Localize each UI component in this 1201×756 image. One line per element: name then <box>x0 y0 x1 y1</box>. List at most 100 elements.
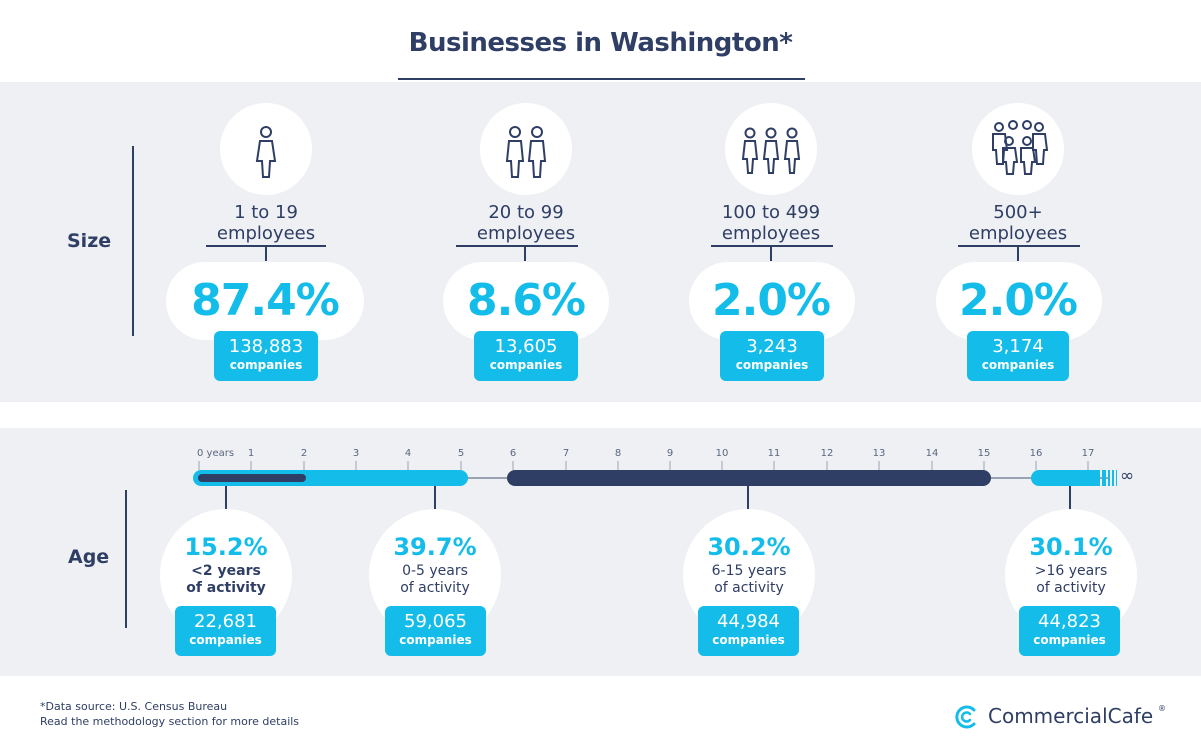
count-value: 13,605 <box>494 336 558 357</box>
age-range: 0-5 years <box>402 563 468 579</box>
single-person-icon <box>220 103 312 195</box>
count-unit: companies <box>712 633 785 647</box>
count-value: 3,174 <box>992 336 1044 357</box>
age-range: <2 years <box>191 563 261 579</box>
size-label-line1: 20 to 99 <box>488 202 564 223</box>
title-underline <box>398 78 805 80</box>
brand-name: CommercialCafe <box>988 704 1154 728</box>
size-label-line2: employees <box>968 223 1068 244</box>
two-people-icon <box>480 103 572 195</box>
count-value: 44,823 <box>1038 611 1101 632</box>
count-badge: 3,243 companies <box>720 331 824 381</box>
size-underline <box>206 245 326 247</box>
count-unit: companies <box>981 358 1055 372</box>
size-percent: 87.4% <box>191 275 340 326</box>
count-value: 44,984 <box>717 611 780 632</box>
range-bar-6-15-years <box>507 470 991 486</box>
age-percent: 30.2% <box>707 533 791 561</box>
count-unit: companies <box>735 358 809 372</box>
count-badge: 22,681 companies <box>175 606 276 656</box>
axis-tick-label: 1 <box>247 448 255 459</box>
count-badge: 13,605 companies <box>474 331 578 381</box>
count-badge: 59,065 companies <box>385 606 486 656</box>
axis-tick-label: 6 <box>509 448 517 459</box>
age-unit: of activity <box>400 580 470 596</box>
axis-tick-label: 17 <box>1081 448 1095 459</box>
size-underline <box>711 245 833 247</box>
size-label-3: 100 to 499 employees <box>671 202 871 244</box>
axis-tick-label: 10 <box>715 448 729 459</box>
axis-tick-label: 16 <box>1029 448 1043 459</box>
registered-mark: ® <box>1158 704 1166 713</box>
size-connector <box>265 247 267 261</box>
size-connector <box>524 247 526 261</box>
axis-tick-label: 8 <box>614 448 622 459</box>
size-underline <box>456 245 578 247</box>
age-connector <box>434 486 436 520</box>
commercialcafe-logo-icon <box>955 705 976 729</box>
age-percent: 39.7% <box>393 533 477 561</box>
count-unit: companies <box>229 358 303 372</box>
range-bar-over-16-years <box>1031 470 1093 486</box>
axis-tick-label: 14 <box>925 448 939 459</box>
age-description: 6-15 years of activity <box>669 563 829 597</box>
age-unit: of activity <box>714 580 784 596</box>
age-description: <2 years of activity <box>146 563 306 597</box>
count-badge: 138,883 companies <box>214 331 318 381</box>
axis-tick-label: 2 <box>300 448 308 459</box>
count-value: 3,243 <box>746 336 798 357</box>
axis-tick-label: 4 <box>404 448 412 459</box>
size-label-line1: 1 to 19 <box>234 202 298 223</box>
age-description: 0-5 years of activity <box>355 563 515 597</box>
count-unit: companies <box>1033 633 1106 647</box>
count-value: 59,065 <box>404 611 467 632</box>
methodology-note: Read the methodology section for more de… <box>40 715 300 728</box>
count-value: 22,681 <box>194 611 257 632</box>
age-connector <box>747 486 749 520</box>
age-connector <box>1069 486 1071 520</box>
percent-pill <box>689 262 855 340</box>
age-description: >16 years of activity <box>991 563 1151 597</box>
size-section-label: Size <box>67 230 112 252</box>
size-connector <box>1017 247 1019 261</box>
axis-tick-label: 15 <box>977 448 991 459</box>
size-percent: 2.0% <box>958 275 1078 326</box>
size-label-line2: employees <box>216 223 316 244</box>
axis-tick-label: 5 <box>457 448 465 459</box>
size-label-4: 500+ employees <box>918 202 1118 244</box>
size-label-line1: 500+ <box>993 202 1043 223</box>
count-unit: companies <box>189 633 262 647</box>
age-percent: 15.2% <box>184 533 268 561</box>
three-people-icon <box>725 103 817 195</box>
size-label-line1: 100 to 499 <box>721 202 821 223</box>
data-source-note: *Data source: U.S. Census Bureau <box>40 700 228 713</box>
axis-tick-label: 0 years <box>197 448 235 459</box>
percent-pill <box>936 262 1102 340</box>
percent-pill <box>166 262 364 340</box>
age-divider <box>125 490 127 628</box>
axis-tick-label: 7 <box>562 448 570 459</box>
range-bar-under-2-years <box>198 474 306 482</box>
size-divider <box>132 146 134 336</box>
size-connector <box>770 247 772 261</box>
size-label-1: 1 to 19 employees <box>166 202 366 244</box>
fading-bar-end <box>1092 470 1117 486</box>
page-title: Businesses in Washington* <box>408 28 793 58</box>
size-label-line2: employees <box>476 223 576 244</box>
infinity-symbol: ∞ <box>1120 466 1135 486</box>
age-unit: of activity <box>186 580 266 596</box>
size-percent: 2.0% <box>711 275 831 326</box>
group-icon <box>972 103 1064 195</box>
age-connector <box>225 486 227 520</box>
size-percent: 8.6% <box>466 275 586 326</box>
count-badge: 44,984 companies <box>698 606 799 656</box>
axis-tick-label: 3 <box>352 448 360 459</box>
axis-tick-label: 12 <box>820 448 834 459</box>
axis-tick-label: 11 <box>767 448 781 459</box>
percent-pill <box>443 262 609 340</box>
axis-tick-label: 13 <box>872 448 886 459</box>
size-underline <box>958 245 1080 247</box>
age-range: 6-15 years <box>711 563 787 579</box>
age-percent: 30.1% <box>1029 533 1113 561</box>
